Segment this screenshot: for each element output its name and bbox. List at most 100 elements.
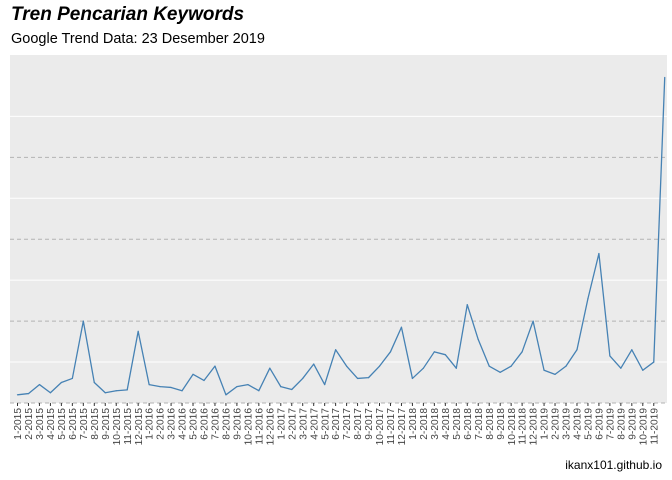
x-tick-label: 9-2019: [627, 408, 638, 440]
data-point: [455, 367, 457, 369]
series-layer: [16, 76, 666, 396]
data-point: [236, 386, 238, 388]
data-point: [302, 377, 304, 380]
data-point: [258, 390, 260, 392]
x-tick-label: 11-2018: [518, 408, 529, 445]
data-point: [598, 252, 600, 255]
x-tick-label: 9-2018: [496, 408, 507, 440]
x-tick-label: 3-2015: [35, 408, 46, 440]
x-tick-label: 4-2019: [573, 408, 584, 440]
data-point: [214, 365, 216, 367]
x-tick-label: 3-2019: [562, 408, 573, 440]
data-point: [49, 392, 52, 394]
x-tick-label: 8-2016: [222, 408, 233, 440]
x-tick-label: 4-2017: [309, 408, 320, 440]
x-tick-label: 8-2018: [485, 408, 496, 440]
grid-lines: [10, 115, 667, 404]
data-point: [510, 365, 512, 367]
data-point: [532, 320, 534, 322]
x-tick-label: 1-2015: [13, 408, 24, 440]
data-point: [477, 338, 479, 341]
x-tick-label: 7-2016: [211, 408, 222, 440]
data-point: [576, 349, 578, 351]
data-point: [82, 320, 84, 322]
x-tick-label: 1-2018: [408, 408, 419, 440]
data-point: [664, 76, 666, 79]
data-point: [192, 373, 194, 375]
x-tick-label: 6-2019: [595, 408, 606, 440]
data-point: [444, 354, 446, 356]
data-point: [642, 369, 644, 371]
x-tick-label: 8-2017: [353, 408, 364, 440]
data-point: [367, 377, 370, 379]
x-tick-label: 11-2016: [254, 408, 265, 445]
data-point: [433, 351, 435, 353]
x-tick-label: 5-2019: [584, 408, 595, 440]
chart-title: Tren Pencarian Keywords: [11, 4, 245, 25]
data-point: [543, 369, 545, 371]
data-point: [411, 377, 414, 380]
data-point: [16, 394, 19, 396]
x-tick-label: 2-2018: [419, 408, 430, 440]
x-tick-label: 8-2019: [616, 408, 627, 440]
data-point: [71, 377, 73, 380]
data-point: [356, 377, 359, 380]
x-tick-label: 11-2017: [386, 408, 397, 445]
x-tick-label: 1-2016: [145, 408, 156, 440]
data-point: [587, 298, 589, 300]
data-point: [400, 326, 403, 328]
x-tick-label: 11-2015: [123, 408, 134, 445]
x-tick-label: 5-2018: [452, 408, 463, 440]
data-point: [137, 330, 139, 332]
x-tick-label: 3-2018: [430, 408, 441, 440]
x-tick-label: 6-2018: [463, 408, 474, 440]
data-point: [346, 365, 348, 367]
x-tick-label: 2-2016: [156, 408, 167, 440]
data-point: [115, 390, 117, 392]
x-tick-label: 2-2017: [287, 408, 298, 440]
data-point: [313, 363, 315, 365]
x-tick-label: 12-2016: [265, 408, 276, 446]
x-tick-label: 3-2016: [167, 408, 178, 440]
data-point: [27, 392, 30, 395]
x-tick-label: 10-2015: [112, 408, 123, 446]
x-tick-label: 9-2015: [101, 408, 112, 440]
trend-line: [17, 77, 666, 396]
data-point: [631, 349, 633, 351]
x-tick-label: 6-2015: [68, 408, 79, 440]
x-tick-label: 11-2019: [649, 408, 660, 445]
x-tick-label: 10-2016: [243, 408, 254, 446]
data-point: [181, 390, 183, 392]
x-tick-label: 2-2019: [551, 408, 562, 440]
x-tick-label: 12-2018: [529, 408, 540, 446]
chart-subtitle: Google Trend Data: 23 Desember 2019: [11, 31, 265, 47]
data-point: [60, 381, 62, 384]
x-tick-label: 7-2018: [474, 408, 485, 440]
data-point: [620, 367, 622, 369]
data-point: [324, 383, 326, 386]
data-point: [488, 365, 490, 367]
x-tick-label: 10-2019: [638, 408, 649, 446]
data-point: [378, 365, 381, 367]
x-tick-label: 5-2017: [320, 408, 331, 440]
data-point: [93, 381, 95, 384]
data-point: [247, 383, 249, 386]
chart-caption: ikanx101.github.io: [565, 458, 662, 472]
x-axis: 1-2015 2-2015 3-2015 4-2015 5-2015 6-2015 7-20…: [13, 403, 660, 445]
x-tick-label: 6-2017: [331, 408, 342, 440]
x-tick-label: 7-2015: [79, 408, 90, 440]
x-tick-label: 4-2016: [178, 408, 189, 440]
x-tick-label: 6-2016: [200, 408, 211, 440]
data-point: [499, 371, 501, 373]
data-point: [466, 304, 468, 306]
x-tick-label: 7-2017: [342, 408, 353, 440]
x-tick-label: 4-2018: [441, 408, 452, 440]
x-tick-label: 5-2015: [57, 408, 68, 440]
x-tick-label: 12-2017: [397, 408, 408, 446]
x-tick-label: 9-2017: [364, 408, 375, 440]
data-point: [203, 379, 205, 382]
x-tick-label: 9-2016: [233, 408, 244, 440]
x-tick-label: 1-2019: [540, 408, 551, 440]
data-point: [148, 383, 150, 386]
